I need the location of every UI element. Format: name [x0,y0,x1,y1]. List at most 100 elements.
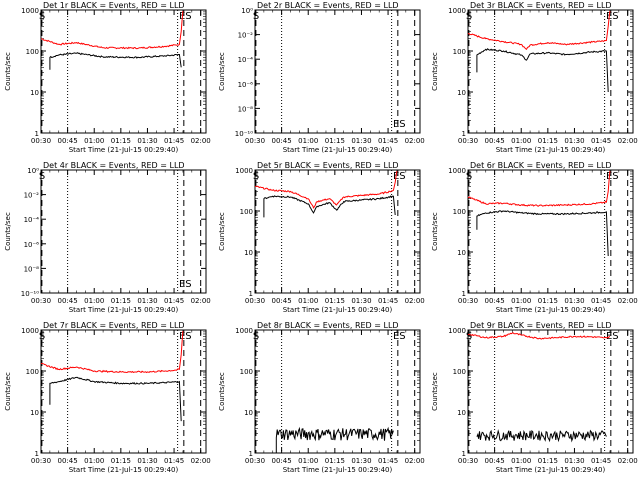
x-tick-label: 02:00 [191,137,211,145]
x-axis-label: Start Time (21-Jul-15 00:29:40) [496,306,606,314]
y-tick-label: 100 [240,208,253,216]
x-tick-label: 01:15 [111,137,131,145]
x-tick-label: 01:00 [298,297,318,305]
x-tick-label: 01:00 [84,137,104,145]
y-tick-label: 10⁻¹⁰ [235,130,253,138]
y-tick-label: 1000 [21,7,39,15]
x-axis-label: Start Time (21-Jul-15 00:29:40) [496,466,606,474]
y-tick-label: 1 [35,450,39,458]
chart-det8: Det 8r BLACK = Events, RED = LLD 1 10 100 10… [218,321,425,474]
plot-frame [467,169,634,294]
y-tick-label: 100 [26,368,39,376]
x-tick-label: 01:15 [325,457,345,465]
x-tick-label: 01:45 [164,457,184,465]
y-tick-label: 10 [244,249,253,257]
x-tick-label: 01:15 [111,297,131,305]
marker-s: S [466,11,472,22]
x-tick-label: 01:30 [137,457,157,465]
marker-s: S [185,11,191,22]
x-tick-label: 01:45 [378,457,398,465]
series-red [467,332,611,340]
x-tick-label: 01:00 [84,297,104,305]
series-black [49,52,182,70]
plot-frame [254,329,421,454]
series-red [467,170,611,207]
y-axis-label: Counts/sec [431,212,439,251]
y-tick-label: 10⁻⁸ [238,105,254,113]
x-tick-label: 01:45 [591,137,611,145]
x-tick-label: 00:30 [458,137,478,145]
y-tick-label: 10⁻¹⁰ [21,290,39,298]
plot-frame [254,9,421,134]
chart-title: Det 3r BLACK = Events, RED = LLD [470,1,612,10]
x-tick-label: 00:30 [245,457,265,465]
x-tick-label: 01:45 [378,297,398,305]
series-red [40,10,184,50]
y-axis-label: Counts/sec [4,372,12,411]
marker-e: E [179,279,185,290]
x-tick-label: 01:30 [351,297,371,305]
y-tick-label: 10⁻⁸ [24,265,40,273]
y-tick-label: 1 [462,450,466,458]
chart-det3: Det 3r BLACK = Events, RED = LLD 1 10 100 10… [431,1,638,154]
x-tick-label: 02:00 [191,457,211,465]
x-tick-label: 02:00 [405,297,425,305]
x-tick-label: 01:45 [591,297,611,305]
x-tick-label: 00:45 [272,137,292,145]
plot-frame [40,169,207,294]
y-tick-label: 10⁰ [27,167,39,175]
chart-det2: Det 2r BLACK = Events, RED = LLD 10⁻¹⁰ 10⁻… [218,1,425,154]
x-tick-label: 01:00 [511,457,531,465]
series-black [476,48,609,93]
y-tick-label: 1 [462,290,466,298]
x-tick-label: 02:00 [618,137,638,145]
x-tick-label: 00:45 [58,137,78,145]
x-tick-label: 01:00 [84,457,104,465]
marker-s: S [399,171,405,182]
y-axis-label: Counts/sec [4,52,12,91]
y-tick-label: 100 [240,368,253,376]
series-red [467,10,611,51]
marker-s: S [253,171,259,182]
x-tick-label: 01:15 [538,137,558,145]
y-tick-label: 1000 [448,7,466,15]
marker-s: S [185,331,191,342]
chart-title: Det 9r BLACK = Events, RED = LLD [470,321,612,330]
x-tick-label: 01:15 [325,297,345,305]
x-tick-label: 00:45 [58,457,78,465]
y-tick-label: 100 [453,48,466,56]
y-tick-label: 10 [457,249,466,257]
x-tick-label: 00:45 [272,297,292,305]
y-tick-label: 10⁻² [24,192,40,200]
x-axis-label: Start Time (21-Jul-15 00:29:40) [283,146,393,154]
series-black [476,210,609,257]
y-tick-label: 1 [462,130,466,138]
y-tick-label: 10 [457,89,466,97]
y-tick-label: 10⁻⁴ [24,216,40,224]
y-tick-label: 10⁻² [238,32,254,40]
x-tick-label: 00:30 [458,457,478,465]
y-axis-label: Counts/sec [431,52,439,91]
x-tick-label: 00:30 [245,137,265,145]
x-tick-label: 01:00 [511,137,531,145]
y-tick-label: 10 [244,409,253,417]
x-tick-label: 01:45 [164,137,184,145]
marker-s: S [253,11,259,22]
y-tick-label: 100 [453,208,466,216]
x-tick-label: 01:30 [137,137,157,145]
x-tick-label: 02:00 [405,137,425,145]
y-tick-label: 10⁰ [241,7,253,15]
y-tick-label: 10 [457,409,466,417]
x-tick-label: 02:00 [618,297,638,305]
plot-frame [467,329,634,454]
y-axis-label: Counts/sec [218,52,226,91]
chart-title: Det 6r BLACK = Events, RED = LLD [470,161,612,170]
x-axis-label: Start Time (21-Jul-15 00:29:40) [69,466,179,474]
marker-s: S [612,171,618,182]
chart-det4: Det 4r BLACK = Events, RED = LLD 10⁻¹⁰ 10⁻… [4,161,211,314]
marker-s: S [612,331,618,342]
marker-s: S [399,331,405,342]
x-axis-label: Start Time (21-Jul-15 00:29:40) [283,306,393,314]
marker-s: S [185,279,191,290]
x-tick-label: 01:00 [298,137,318,145]
